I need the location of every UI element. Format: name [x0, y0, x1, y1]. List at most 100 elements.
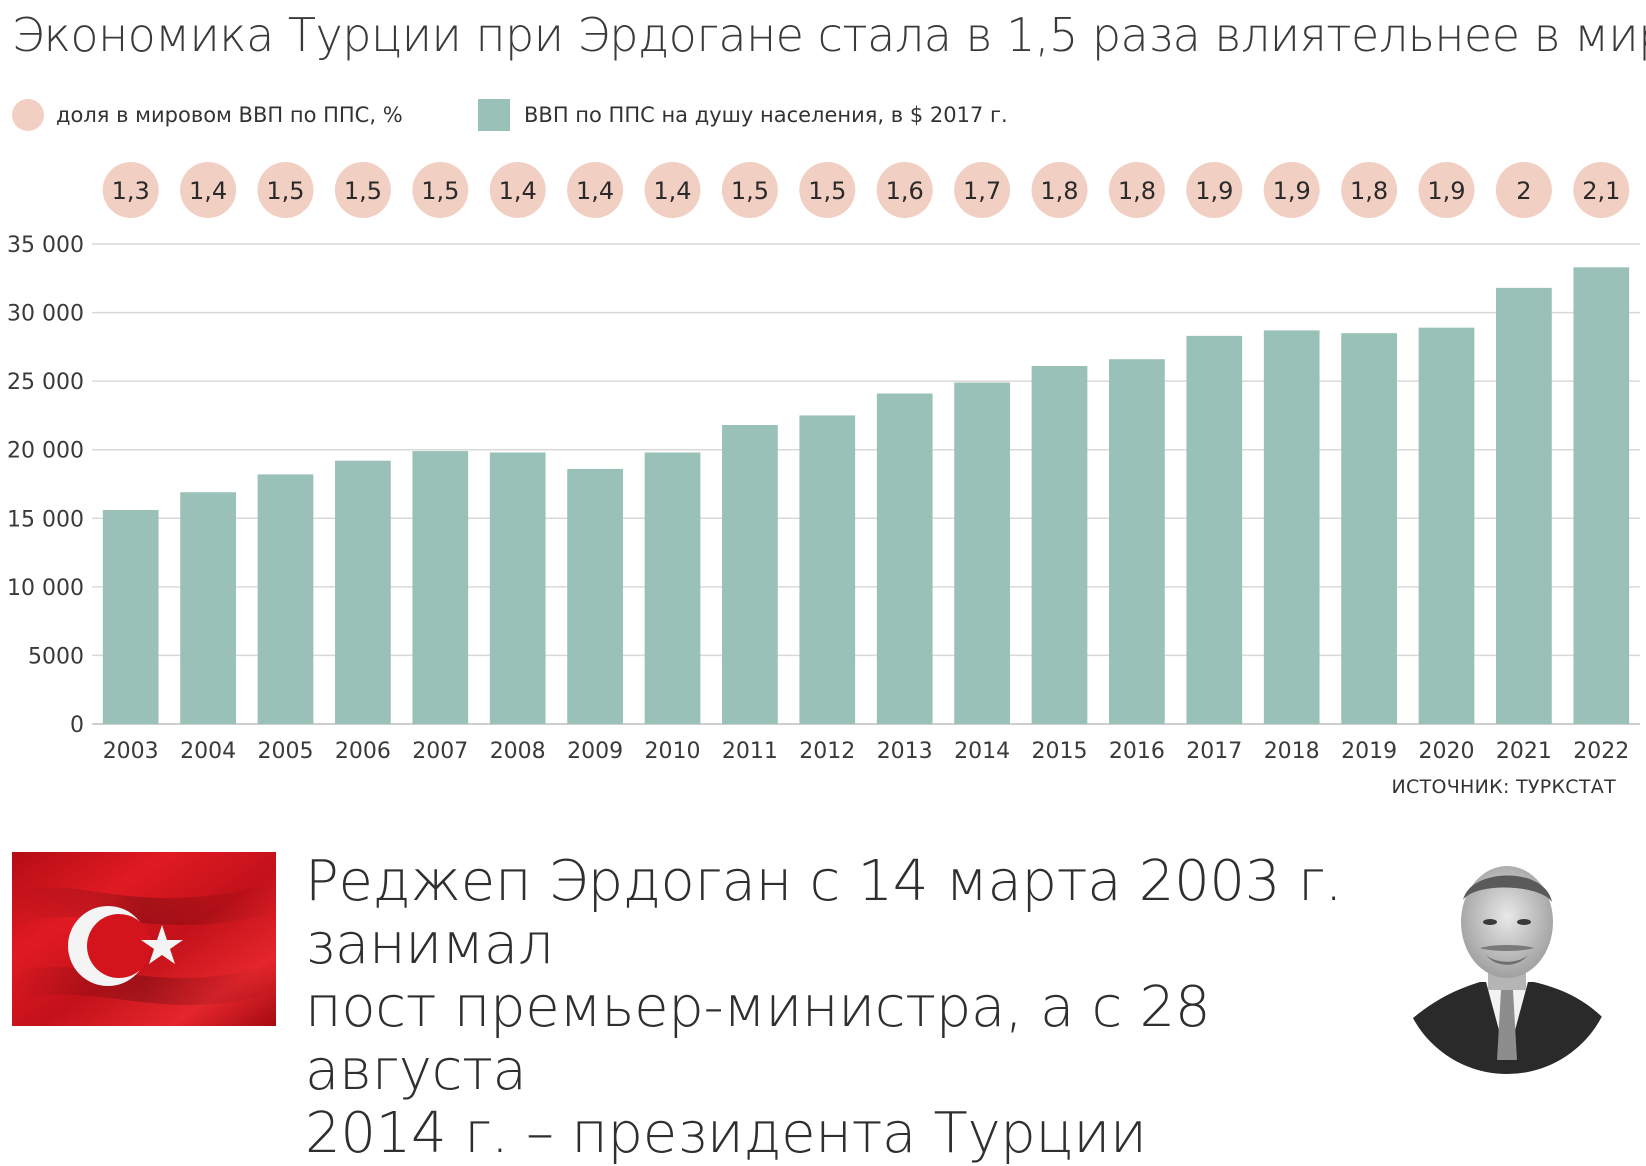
y-tick-label: 5000 [28, 644, 84, 669]
share-label-2005: 1,5 [266, 177, 304, 205]
y-tick-label: 35 000 [7, 233, 84, 258]
bar-2016 [1109, 359, 1165, 724]
share-label-2011: 1,5 [731, 177, 769, 205]
bar-2012 [799, 415, 856, 724]
bar-2019 [1341, 333, 1397, 724]
x-tick-label: 2004 [180, 739, 236, 764]
bar-2013 [876, 393, 933, 724]
share-label-2015: 1,8 [1040, 177, 1078, 205]
share-circle-2019 [1341, 162, 1398, 218]
x-tick-label: 2017 [1186, 739, 1242, 764]
share-label-2020: 1,9 [1427, 177, 1465, 205]
share-label-2021: 2 [1516, 177, 1531, 205]
bar-2004 [180, 492, 236, 724]
x-tick-label: 2007 [412, 739, 468, 764]
share-circle-2014 [954, 162, 1011, 218]
share-label-2012: 1,5 [808, 177, 846, 205]
bar-2022 [1573, 267, 1630, 724]
bar-2011 [722, 425, 778, 724]
share-label-2010: 1,4 [653, 177, 691, 205]
share-label-2003: 1,3 [112, 177, 150, 205]
share-circle-2010 [644, 162, 701, 218]
legend-share-label: доля в мировом ВВП по ППС, % [56, 103, 403, 127]
y-tick-label: 0 [70, 713, 84, 738]
turkey-flag-image [12, 852, 276, 1026]
share-label-2022: 2,1 [1582, 177, 1620, 205]
bar-2007 [412, 451, 469, 724]
x-tick-label: 2010 [645, 739, 701, 764]
legend-bar-swatch [478, 99, 510, 131]
bar-2003 [102, 510, 159, 724]
x-tick-label: 2008 [490, 739, 546, 764]
x-tick-label: 2006 [335, 739, 391, 764]
share-circle-2017 [1186, 162, 1243, 218]
y-tick-label: 10 000 [7, 576, 84, 601]
y-tick-label: 15 000 [7, 507, 84, 532]
bar-2021 [1496, 287, 1552, 724]
share-label-2017: 1,9 [1195, 177, 1233, 205]
bar-2017 [1186, 335, 1243, 724]
share-circle-2021 [1495, 162, 1552, 218]
x-tick-label: 2018 [1264, 739, 1320, 764]
x-tick-label: 2013 [877, 739, 933, 764]
y-tick-label: 30 000 [7, 302, 84, 327]
share-circle-2013 [876, 162, 933, 218]
bar-2005 [257, 474, 314, 724]
share-circle-2008 [489, 162, 546, 218]
share-circle-2016 [1108, 162, 1165, 218]
bar-2008 [489, 452, 546, 724]
caption-line-3: 2014 г. – президента Турции [305, 1101, 1147, 1166]
share-circle-2003 [102, 162, 159, 218]
caption-line-1: Реджеп Эрдоган с 14 марта 2003 г. занима… [305, 849, 1343, 977]
x-tick-label: 2021 [1496, 739, 1552, 764]
x-tick-label: 2020 [1419, 739, 1475, 764]
bar-2020 [1418, 327, 1475, 724]
x-tick-label: 2005 [258, 739, 314, 764]
share-label-2013: 1,6 [886, 177, 924, 205]
share-label-2019: 1,8 [1350, 177, 1388, 205]
x-tick-label: 2022 [1573, 739, 1629, 764]
bar-2009 [567, 468, 623, 724]
share-label-2006: 1,5 [344, 177, 382, 205]
legend-gdp-label: ВВП по ППС на душу населения, в $ 2017 г… [524, 103, 1008, 127]
bar-2014 [954, 382, 1010, 724]
legend-circle-swatch [12, 99, 44, 131]
y-tick-label: 20 000 [7, 439, 84, 464]
share-label-2016: 1,8 [1118, 177, 1156, 205]
share-circle-2006 [334, 162, 391, 218]
share-label-2018: 1,9 [1273, 177, 1311, 205]
chart-title: Экономика Турции при Эрдогане стала в 1,… [12, 8, 1646, 62]
bar-chart: 0 5000 10 000 15 000 20 000 25 000 30 000 35 00… [7, 162, 1640, 764]
x-tick-label: 2012 [799, 739, 855, 764]
share-circle-2018 [1263, 162, 1320, 218]
share-circle-2004 [180, 162, 237, 218]
bar-2006 [335, 460, 391, 724]
source-note: ИСТОЧНИК: ТУРКСТАТ [1391, 776, 1616, 798]
share-circle-2022 [1573, 162, 1630, 218]
x-tick-label: 2019 [1341, 739, 1397, 764]
share-label-2004: 1,4 [189, 177, 227, 205]
caption-text: Реджеп Эрдоган с 14 марта 2003 г. занима… [305, 850, 1385, 1165]
x-tick-label: 2016 [1109, 739, 1165, 764]
share-circle-2011 [721, 162, 778, 218]
share-circle-2009 [567, 162, 624, 218]
bar-2018 [1263, 330, 1320, 724]
share-circle-2005 [257, 162, 314, 218]
legend-gdp: ВВП по ППС на душу населения, в $ 2017 г… [478, 95, 1008, 135]
x-tick-label: 2003 [103, 739, 159, 764]
caption-line-2: пост премьер-министра, а с 28 августа [305, 975, 1211, 1103]
share-label-2014: 1,7 [963, 177, 1001, 205]
y-tick-label: 25 000 [7, 370, 84, 395]
share-circle-2015 [1031, 162, 1088, 218]
x-tick-label: 2015 [1032, 739, 1088, 764]
bar-2015 [1031, 366, 1088, 724]
x-tick-label: 2009 [567, 739, 623, 764]
x-tick-label: 2014 [954, 739, 1010, 764]
share-circle-2012 [799, 162, 856, 218]
share-circle-2007 [412, 162, 469, 218]
legend-share: доля в мировом ВВП по ППС, % [12, 95, 403, 135]
erdogan-portrait-image [1400, 860, 1614, 1074]
x-tick-label: 2011 [722, 739, 778, 764]
bar-2010 [644, 452, 701, 724]
share-label-2008: 1,4 [499, 177, 537, 205]
